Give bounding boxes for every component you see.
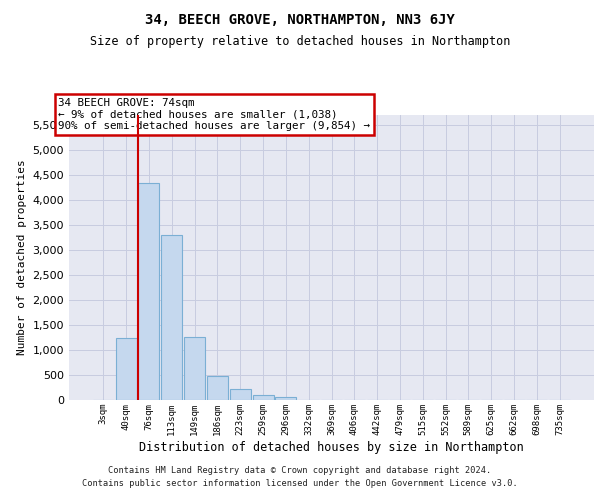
X-axis label: Distribution of detached houses by size in Northampton: Distribution of detached houses by size …: [139, 440, 524, 454]
Bar: [184, 336, 205, 400]
Bar: [139, 182, 160, 400]
Text: Size of property relative to detached houses in Northampton: Size of property relative to detached ho…: [90, 35, 510, 48]
Bar: [161, 235, 182, 400]
Text: 34 BEECH GROVE: 74sqm
← 9% of detached houses are smaller (1,038)
90% of semi-de: 34 BEECH GROVE: 74sqm ← 9% of detached h…: [59, 98, 371, 131]
Bar: [253, 395, 274, 400]
Text: Contains HM Land Registry data © Crown copyright and database right 2024.
Contai: Contains HM Land Registry data © Crown c…: [82, 466, 518, 487]
Bar: [230, 389, 251, 400]
Bar: [116, 338, 137, 400]
Y-axis label: Number of detached properties: Number of detached properties: [17, 160, 27, 356]
Text: 34, BEECH GROVE, NORTHAMPTON, NN3 6JY: 34, BEECH GROVE, NORTHAMPTON, NN3 6JY: [145, 12, 455, 26]
Bar: [207, 376, 228, 400]
Bar: [275, 396, 296, 400]
